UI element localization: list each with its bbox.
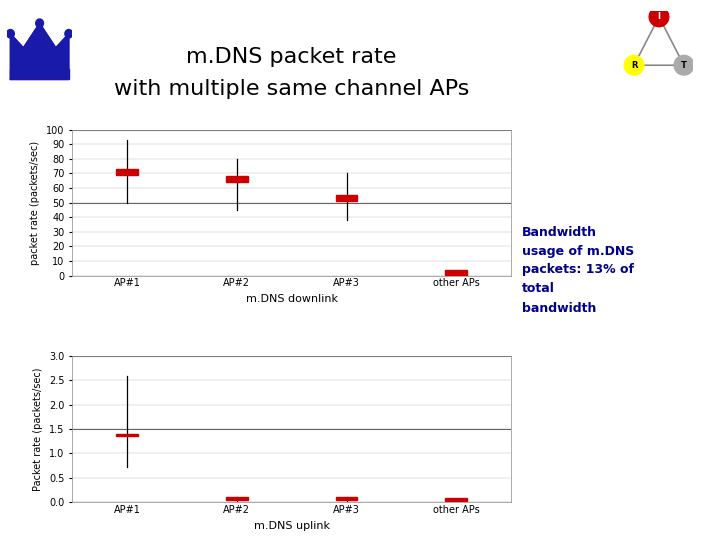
Polygon shape [11, 23, 69, 79]
X-axis label: m.DNS downlink: m.DNS downlink [246, 294, 338, 304]
FancyBboxPatch shape [336, 195, 358, 201]
Circle shape [624, 56, 644, 75]
Circle shape [674, 56, 694, 75]
FancyBboxPatch shape [225, 177, 248, 182]
Circle shape [6, 30, 14, 38]
FancyBboxPatch shape [336, 497, 358, 500]
Circle shape [649, 7, 669, 26]
Y-axis label: Packet rate (packets/sec): Packet rate (packets/sec) [33, 367, 43, 491]
Text: m.DNS packet rate: m.DNS packet rate [186, 46, 397, 67]
FancyBboxPatch shape [445, 498, 467, 501]
Text: with multiple same channel APs: with multiple same channel APs [114, 79, 469, 99]
FancyBboxPatch shape [116, 434, 138, 436]
Text: R: R [631, 60, 637, 70]
FancyBboxPatch shape [116, 169, 138, 175]
FancyBboxPatch shape [445, 270, 467, 276]
Text: Bandwidth
usage of m.DNS
packets: 13% of
total
bandwidth: Bandwidth usage of m.DNS packets: 13% of… [522, 226, 634, 314]
Text: I: I [657, 12, 660, 22]
X-axis label: m.DNS uplink: m.DNS uplink [253, 521, 330, 530]
Circle shape [65, 30, 73, 38]
FancyBboxPatch shape [225, 497, 248, 500]
Circle shape [36, 19, 43, 28]
Polygon shape [11, 69, 69, 79]
Text: T: T [681, 60, 687, 70]
Y-axis label: packet rate (packets/sec): packet rate (packets/sec) [30, 140, 40, 265]
